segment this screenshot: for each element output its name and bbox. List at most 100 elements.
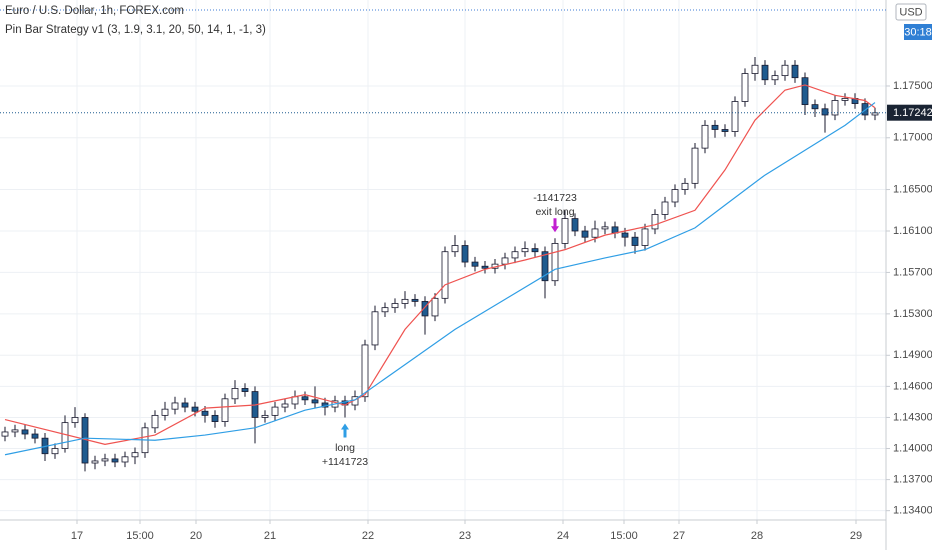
candle-body	[761, 64, 769, 81]
candle-body	[771, 75, 779, 81]
candle-body	[291, 396, 299, 405]
candle-body	[751, 64, 759, 74]
candle-body	[691, 147, 699, 184]
candle-body	[651, 214, 659, 230]
candle-body	[131, 452, 139, 458]
candle-body	[621, 232, 629, 238]
candle-body	[841, 98, 849, 101]
moving-average	[4, 84, 876, 445]
candle-body	[431, 297, 439, 317]
y-tick-label: 1.13700	[893, 474, 932, 486]
candle-body	[281, 403, 289, 408]
candle-body	[711, 124, 719, 130]
y-tick-label: 1.14000	[893, 442, 932, 454]
candle-body	[561, 218, 569, 244]
signal-label: -1141723	[533, 192, 577, 204]
y-tick-label: 1.15300	[893, 308, 932, 320]
candle-body	[511, 251, 519, 259]
candle-body	[91, 460, 99, 464]
candle-body	[821, 108, 829, 116]
candle-body	[631, 236, 639, 246]
candle-body	[71, 417, 79, 424]
candle-body	[871, 112, 879, 116]
candle-body	[471, 261, 479, 267]
candle-body	[791, 64, 799, 79]
candle-body	[151, 414, 159, 429]
candle-body	[301, 396, 309, 401]
candle-body	[451, 245, 459, 253]
y-tick-label: 1.14900	[893, 349, 932, 361]
y-tick-label: 1.14300	[893, 411, 932, 423]
countdown: 30:18	[904, 26, 932, 38]
y-tick-label: 1.13400	[893, 505, 932, 517]
last-price-label: 1.17242	[893, 107, 932, 119]
y-tick-label: 1.16500	[893, 183, 932, 195]
last-price-box	[887, 104, 932, 121]
x-tick-label: 21	[264, 530, 276, 542]
candle-body	[661, 201, 669, 215]
candle-body	[731, 101, 739, 132]
y-tick-label: 1.17500	[893, 80, 932, 92]
currency-badge[interactable]	[895, 3, 927, 21]
x-tick-label: 15:00	[610, 530, 638, 542]
x-tick-label: 27	[673, 530, 685, 542]
candle-body	[601, 226, 609, 230]
x-tick-label: 24	[557, 530, 569, 542]
candle-body	[441, 251, 449, 299]
candle-body	[421, 301, 429, 317]
y-tick-label: 1.15700	[893, 266, 932, 278]
candle-body	[741, 73, 749, 102]
candle-body	[701, 124, 709, 149]
candle-body	[641, 228, 649, 246]
candle-body	[241, 388, 249, 392]
y-tick-label: 1.16100	[893, 225, 932, 237]
candle-body	[721, 129, 729, 132]
candle-body	[111, 458, 119, 463]
signal-arrow	[341, 423, 349, 438]
signal-arrow	[551, 218, 559, 233]
currency: USD	[899, 6, 922, 18]
candle-body	[211, 414, 219, 422]
candle-body	[811, 104, 819, 110]
candle-body	[31, 433, 39, 439]
candle-body	[51, 448, 59, 455]
candle-body	[231, 388, 239, 400]
candle-body	[381, 307, 389, 313]
candle-body	[1, 431, 9, 437]
x-tick-label: 28	[751, 530, 763, 542]
candle-body	[521, 248, 529, 253]
candle-body	[191, 406, 199, 412]
candle-body	[571, 218, 579, 232]
candle-body	[261, 414, 269, 418]
x-tick-label: 15:00	[126, 530, 154, 542]
candle-body	[21, 429, 29, 435]
candle-body	[861, 103, 869, 116]
candle-body	[311, 399, 319, 404]
candle-body	[671, 189, 679, 203]
y-tick-label: 1.17000	[893, 132, 932, 144]
candle-body	[831, 100, 839, 116]
x-tick-label: 23	[459, 530, 471, 542]
candle-body	[171, 402, 179, 410]
x-tick-label: 22	[362, 530, 374, 542]
signal-label: long	[335, 442, 355, 454]
signal-label: +1141723	[322, 456, 368, 468]
x-tick-label: 17	[71, 530, 83, 542]
candle-body	[591, 228, 599, 238]
candle-body	[781, 64, 789, 77]
candle-body	[101, 458, 109, 462]
countdown-box	[904, 24, 932, 40]
candle-body	[181, 402, 189, 408]
candle-body	[501, 257, 509, 265]
candle-body	[121, 456, 129, 463]
candle-body	[391, 303, 399, 309]
candle-body	[221, 398, 229, 422]
candle-body	[161, 408, 169, 416]
candle-body	[411, 298, 419, 302]
candle-body	[461, 245, 469, 263]
candle-body	[271, 406, 279, 416]
chart-title: Euro / U.S. Dollar, 1h, FOREX.com	[5, 5, 184, 17]
candle-body	[371, 311, 379, 346]
